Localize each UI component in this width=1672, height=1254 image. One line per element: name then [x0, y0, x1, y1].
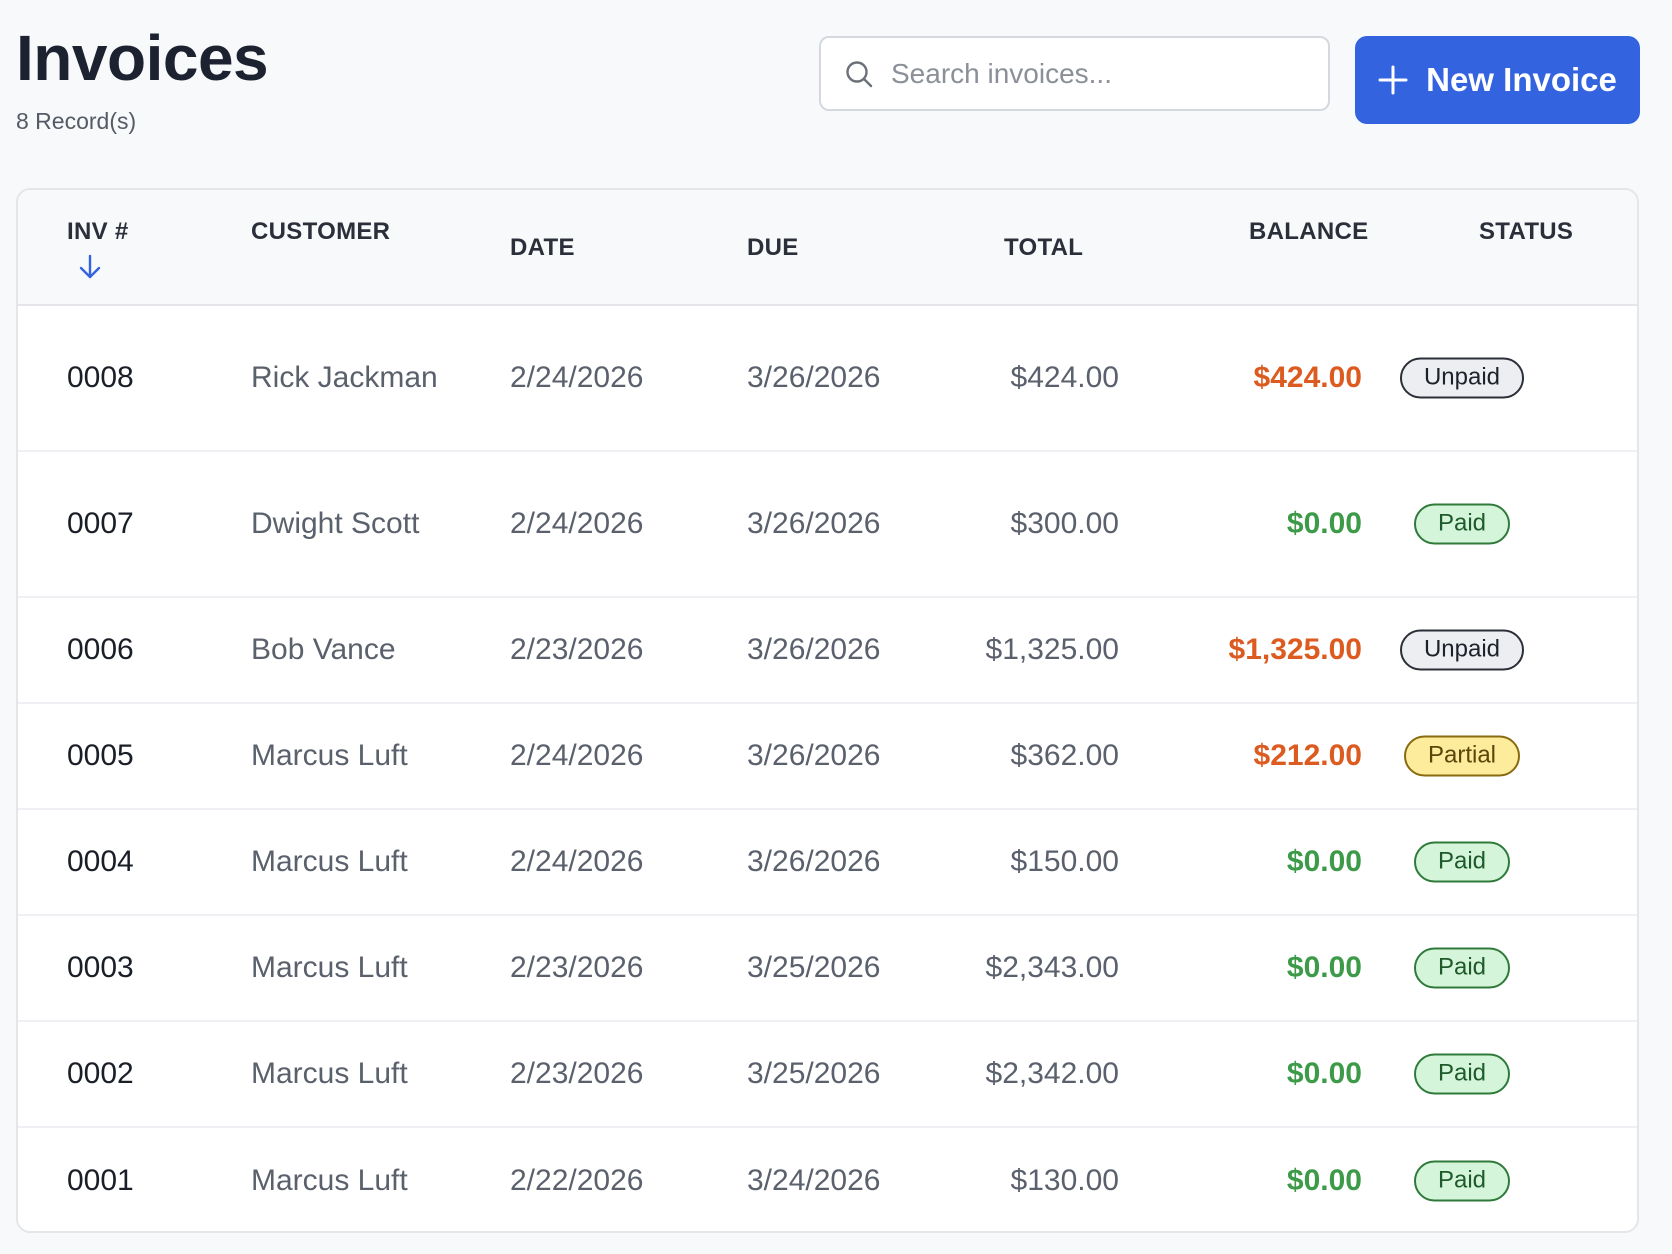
invoice-date: 2/23/2026: [510, 633, 644, 666]
due-date: 3/26/2026: [747, 845, 881, 878]
table-body: 0008 Rick Jackman 2/24/2026 3/26/2026 $4…: [18, 306, 1637, 1231]
invoice-balance: $0.00: [1286, 507, 1362, 540]
invoice-date: 2/23/2026: [510, 1057, 644, 1090]
search-input[interactable]: [891, 57, 1311, 90]
invoice-balance: $0.00: [1286, 1164, 1362, 1197]
invoice-total: $1,325.00: [985, 633, 1119, 666]
column-header-balance[interactable]: BALANCE: [1249, 218, 1369, 245]
search-box[interactable]: [819, 36, 1330, 111]
invoices-table: INV # CUSTOMER DATE DUE TOTAL BALANCE ST…: [16, 188, 1639, 1233]
customer-name: Rick Jackman: [251, 361, 438, 394]
invoice-total: $130.00: [1010, 1164, 1119, 1197]
column-header-customer[interactable]: CUSTOMER: [251, 218, 391, 245]
status-badge: Paid: [1413, 947, 1511, 989]
customer-name: Dwight Scott: [251, 507, 420, 540]
column-header-due[interactable]: DUE: [747, 234, 799, 261]
due-date: 3/25/2026: [747, 1057, 881, 1090]
due-date: 3/26/2026: [747, 361, 881, 394]
invoice-date: 2/24/2026: [510, 845, 644, 878]
table-row[interactable]: 0002 Marcus Luft 2/23/2026 3/25/2026 $2,…: [18, 1022, 1637, 1128]
table-row[interactable]: 0004 Marcus Luft 2/24/2026 3/26/2026 $15…: [18, 810, 1637, 916]
table-row[interactable]: 0001 Marcus Luft 2/22/2026 3/24/2026 $13…: [18, 1128, 1637, 1231]
invoice-date: 2/24/2026: [510, 361, 644, 394]
status-badge: Paid: [1413, 1053, 1511, 1095]
arrow-down-icon[interactable]: [78, 254, 102, 280]
page-header: Invoices 8 Record(s): [16, 22, 269, 135]
status-badge: Unpaid: [1399, 357, 1525, 399]
customer-name: Marcus Luft: [251, 1164, 408, 1197]
status-badge: Unpaid: [1399, 629, 1525, 671]
record-count: 8 Record(s): [16, 108, 137, 134]
invoice-balance: $1,325.00: [1228, 633, 1362, 666]
due-date: 3/26/2026: [747, 507, 881, 540]
invoice-number: 0004: [67, 845, 134, 878]
invoice-number: 0006: [67, 633, 134, 666]
invoice-balance: $0.00: [1286, 845, 1362, 878]
customer-name: Marcus Luft: [251, 951, 408, 984]
customer-name: Marcus Luft: [251, 845, 408, 878]
invoice-number: 0003: [67, 951, 134, 984]
invoice-total: $362.00: [1010, 739, 1119, 772]
invoice-total: $150.00: [1010, 845, 1119, 878]
new-invoice-label: New Invoice: [1426, 61, 1617, 98]
invoice-date: 2/24/2026: [510, 507, 644, 540]
table-header: INV # CUSTOMER DATE DUE TOTAL BALANCE ST…: [18, 190, 1637, 306]
table-row[interactable]: 0008 Rick Jackman 2/24/2026 3/26/2026 $4…: [18, 306, 1637, 452]
due-date: 3/26/2026: [747, 633, 881, 666]
invoice-number: 0008: [67, 361, 134, 394]
invoice-number: 0001: [67, 1164, 134, 1197]
search-icon: [846, 60, 873, 87]
invoice-total: $2,343.00: [985, 951, 1119, 984]
table-row[interactable]: 0005 Marcus Luft 2/24/2026 3/26/2026 $36…: [18, 704, 1637, 810]
invoice-number: 0005: [67, 739, 134, 772]
plus-icon: [1378, 65, 1408, 95]
customer-name: Marcus Luft: [251, 1057, 408, 1090]
due-date: 3/25/2026: [747, 951, 881, 984]
invoice-date: 2/23/2026: [510, 951, 644, 984]
due-date: 3/24/2026: [747, 1164, 881, 1197]
invoice-date: 2/22/2026: [510, 1164, 644, 1197]
invoice-date: 2/24/2026: [510, 739, 644, 772]
invoice-total: $424.00: [1010, 361, 1119, 394]
invoice-total: $2,342.00: [985, 1057, 1119, 1090]
table-row[interactable]: 0006 Bob Vance 2/23/2026 3/26/2026 $1,32…: [18, 598, 1637, 704]
invoice-number: 0002: [67, 1057, 134, 1090]
table-row[interactable]: 0003 Marcus Luft 2/23/2026 3/25/2026 $2,…: [18, 916, 1637, 1022]
column-header-status[interactable]: STATUS: [1479, 218, 1574, 245]
status-badge: Partial: [1403, 735, 1521, 777]
column-header-total[interactable]: TOTAL: [1004, 234, 1084, 261]
column-header-inv[interactable]: INV #: [67, 218, 129, 245]
invoice-balance: $0.00: [1286, 1057, 1362, 1090]
status-badge: Paid: [1413, 841, 1511, 883]
invoice-balance: $0.00: [1286, 951, 1362, 984]
table-row[interactable]: 0007 Dwight Scott 2/24/2026 3/26/2026 $3…: [18, 452, 1637, 598]
status-badge: Paid: [1413, 1160, 1511, 1202]
customer-name: Bob Vance: [251, 633, 396, 666]
customer-name: Marcus Luft: [251, 739, 408, 772]
invoice-total: $300.00: [1010, 507, 1119, 540]
status-badge: Paid: [1413, 503, 1511, 545]
column-header-date[interactable]: DATE: [510, 234, 575, 261]
invoice-balance: $424.00: [1253, 361, 1362, 394]
due-date: 3/26/2026: [747, 739, 881, 772]
new-invoice-button[interactable]: New Invoice: [1355, 36, 1640, 124]
invoice-balance: $212.00: [1253, 739, 1362, 772]
page-title: Invoices: [16, 22, 269, 94]
invoice-number: 0007: [67, 507, 134, 540]
